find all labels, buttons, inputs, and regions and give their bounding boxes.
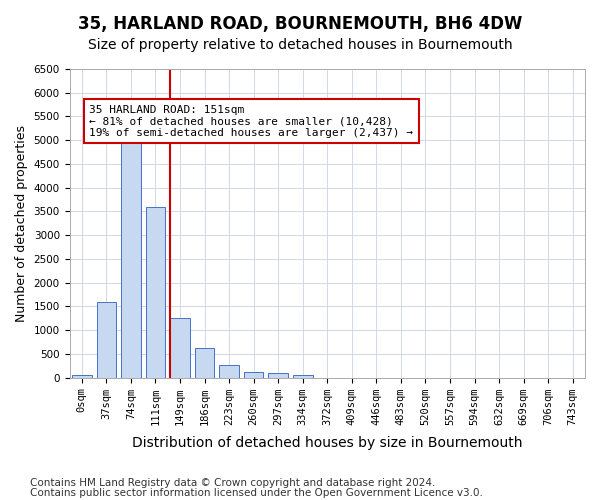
- Bar: [244, 372, 263, 378]
- Bar: [146, 206, 165, 378]
- Bar: [121, 138, 141, 378]
- Y-axis label: Number of detached properties: Number of detached properties: [15, 125, 28, 322]
- Bar: [170, 318, 190, 378]
- Text: Contains HM Land Registry data © Crown copyright and database right 2024.: Contains HM Land Registry data © Crown c…: [30, 478, 436, 488]
- Text: Contains public sector information licensed under the Open Government Licence v3: Contains public sector information licen…: [30, 488, 483, 498]
- Text: 35, HARLAND ROAD, BOURNEMOUTH, BH6 4DW: 35, HARLAND ROAD, BOURNEMOUTH, BH6 4DW: [78, 15, 522, 33]
- X-axis label: Distribution of detached houses by size in Bournemouth: Distribution of detached houses by size …: [132, 436, 523, 450]
- Text: Size of property relative to detached houses in Bournemouth: Size of property relative to detached ho…: [88, 38, 512, 52]
- Bar: [195, 348, 214, 378]
- Bar: [293, 374, 313, 378]
- Bar: [97, 302, 116, 378]
- Bar: [219, 365, 239, 378]
- Bar: [72, 376, 92, 378]
- Bar: [268, 374, 288, 378]
- Text: 35 HARLAND ROAD: 151sqm
← 81% of detached houses are smaller (10,428)
19% of sem: 35 HARLAND ROAD: 151sqm ← 81% of detache…: [89, 104, 413, 138]
